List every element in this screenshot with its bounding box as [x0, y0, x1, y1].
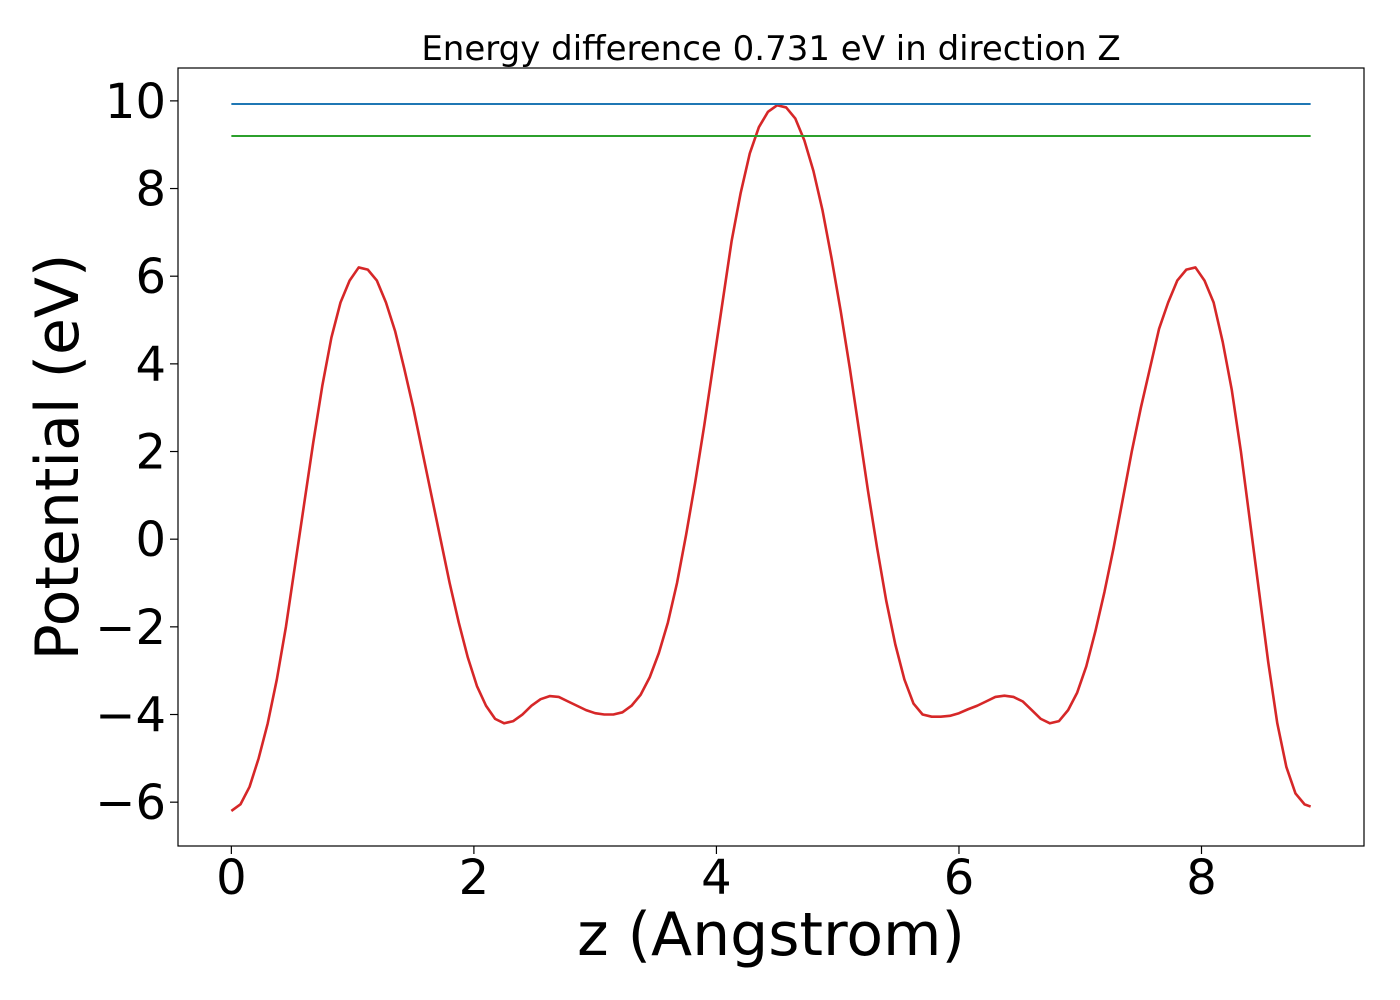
x-axis-ticks: 0 2 4 6 8: [216, 846, 1217, 906]
y-tick-label: −4: [95, 688, 166, 744]
y-tick-label: 10: [105, 74, 166, 130]
y-tick-label: 4: [135, 337, 166, 393]
y-axis-ticks: −6 −4 −2 0 2 4 6 8 10: [95, 74, 178, 831]
x-tick-label: 2: [459, 850, 490, 906]
x-axis-label: z (Angstrom): [577, 900, 965, 970]
y-tick-label: −6: [95, 775, 166, 831]
x-tick-label: 0: [216, 850, 247, 906]
x-tick-label: 6: [944, 850, 975, 906]
y-tick-label: −2: [95, 600, 166, 656]
plot-area-frame: [177, 67, 1365, 847]
y-tick-label: 2: [135, 425, 166, 481]
y-axis-label: Potential (eV): [23, 254, 93, 661]
y-tick-label: 0: [135, 512, 166, 568]
x-tick-label: 4: [701, 850, 732, 906]
potential-curve-line: [230, 103, 1312, 812]
y-tick-label: 8: [135, 162, 166, 218]
series-layer: [230, 102, 1312, 812]
chart-title: Energy difference 0.731 eV in direction …: [421, 29, 1120, 69]
x-tick-label: 8: [1186, 850, 1217, 906]
y-tick-label: 6: [135, 249, 166, 305]
